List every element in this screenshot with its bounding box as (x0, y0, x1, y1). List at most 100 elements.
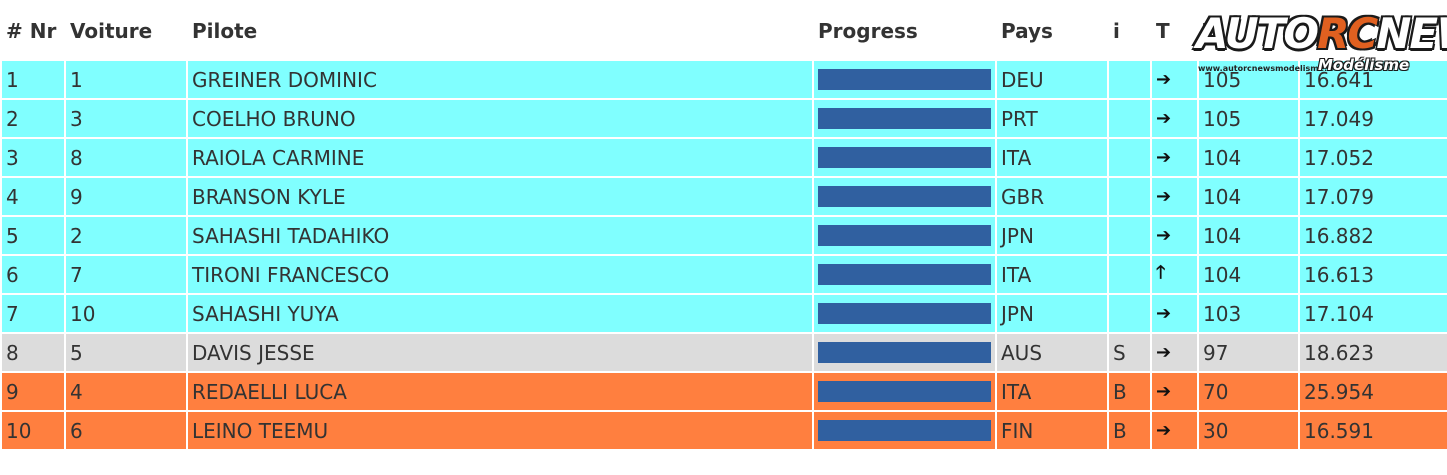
table-row[interactable]: 10 6 LEINO TEEMU FIN B ➔ 30 16.591 (0, 410, 1447, 451)
pilote-cell: RAIOLA CARMINE (186, 137, 814, 178)
table-row[interactable]: 2 3 COELHO BRUNO PRT ➔ 105 17.049 (0, 98, 1447, 139)
progress-bar (818, 342, 991, 363)
header-pilote[interactable]: Pilote (186, 0, 814, 61)
info-cell: B (1107, 371, 1152, 412)
progress-cell (812, 98, 997, 139)
info-cell (1107, 137, 1152, 178)
table-row[interactable]: 1 1 GREINER DOMINIC DEU ➔ 105 16.641 (0, 59, 1447, 100)
pilote-cell: GREINER DOMINIC (186, 59, 814, 100)
laps-cell: 105 (1197, 59, 1300, 100)
table-row[interactable]: 8 5 DAVIS JESSE AUS S ➔ 97 18.623 (0, 332, 1447, 373)
logo-auto: AUTO (1196, 9, 1319, 58)
laps-cell: 97 (1197, 332, 1300, 373)
progress-bar (818, 69, 991, 90)
position-cell: 4 (0, 176, 66, 217)
progress-bar (818, 225, 991, 246)
header-voiture[interactable]: Voiture (64, 0, 188, 61)
arrow-up-icon: 🡑 (1156, 261, 1166, 283)
pilote-cell: COELHO BRUNO (186, 98, 814, 139)
position-cell: 1 (0, 59, 66, 100)
progress-cell (812, 137, 997, 178)
time-cell: 18.623 (1298, 332, 1447, 373)
progress-bar-fill (818, 186, 991, 207)
pilote-cell: REDAELLI LUCA (186, 371, 814, 412)
logo-subtitle: Modélisme (1318, 56, 1410, 74)
laps-cell: 70 (1197, 371, 1300, 412)
progress-bar (818, 186, 991, 207)
table-row[interactable]: 3 8 RAIOLA CARMINE ITA ➔ 104 17.052 (0, 137, 1447, 178)
table-row[interactable]: 4 9 BRANSON KYLE GBR ➔ 104 17.079 (0, 176, 1447, 217)
logo-url: www.autorcnewsmodelisme.fr (1198, 64, 1335, 73)
trend-cell: ➔ (1150, 215, 1199, 256)
trend-cell: ➔ (1150, 371, 1199, 412)
info-cell (1107, 59, 1152, 100)
pilote-cell: SAHASHI YUYA (186, 293, 814, 334)
trend-cell: ➔ (1150, 293, 1199, 334)
info-cell (1107, 293, 1152, 334)
pilote-cell: DAVIS JESSE (186, 332, 814, 373)
arrow-right-icon: ➔ (1156, 342, 1172, 363)
pays-cell: ITA (995, 371, 1109, 412)
progress-cell (812, 176, 997, 217)
header-pos-nr[interactable]: # Nr (0, 0, 66, 61)
info-cell (1107, 98, 1152, 139)
time-cell: 17.104 (1298, 293, 1447, 334)
progress-bar (818, 108, 991, 129)
trend-cell: ➔ (1150, 59, 1199, 100)
header-info[interactable]: i (1107, 0, 1152, 61)
arrow-right-icon: ➔ (1156, 69, 1172, 90)
progress-bar-fill (818, 264, 991, 285)
table-row[interactable]: 5 2 SAHASHI TADAHIKO JPN ➔ 104 16.882 (0, 215, 1447, 256)
progress-bar-fill (818, 69, 991, 90)
laps-cell: 103 (1197, 293, 1300, 334)
pays-cell: ITA (995, 254, 1109, 295)
progress-cell (812, 293, 997, 334)
logo-wordmark: AUTORCNEWS (1196, 12, 1447, 56)
pays-cell: FIN (995, 410, 1109, 451)
table-row[interactable]: 9 4 REDAELLI LUCA ITA B ➔ 70 25.954 (0, 371, 1447, 412)
laps-cell: 104 (1197, 176, 1300, 217)
progress-bar (818, 147, 991, 168)
trend-cell: ➔ (1150, 98, 1199, 139)
header-time[interactable]: T (1298, 0, 1447, 61)
results-table: # Nr Voiture Pilote Progress Pays i T T … (0, 0, 1447, 451)
trend-cell: ➔ (1150, 176, 1199, 217)
time-cell: 17.052 (1298, 137, 1447, 178)
voiture-cell: 5 (64, 332, 188, 373)
header-trend[interactable]: T (1150, 0, 1199, 61)
progress-bar-fill (818, 147, 991, 168)
table-row[interactable]: 6 7 TIRONI FRANCESCO ITA 🡑 104 16.613 (0, 254, 1447, 295)
voiture-cell: 8 (64, 137, 188, 178)
arrow-right-icon: ➔ (1156, 225, 1172, 246)
time-cell: 16.591 (1298, 410, 1447, 451)
progress-bar-fill (818, 342, 991, 363)
pilote-cell: BRANSON KYLE (186, 176, 814, 217)
table-row[interactable]: 7 10 SAHASHI YUYA JPN ➔ 103 17.104 (0, 293, 1447, 334)
arrow-right-icon: ➔ (1156, 186, 1172, 207)
laps-cell: 104 (1197, 137, 1300, 178)
voiture-cell: 7 (64, 254, 188, 295)
header-laps[interactable]: T (1197, 0, 1300, 61)
info-cell: B (1107, 410, 1152, 451)
progress-bar (818, 420, 991, 441)
arrow-right-icon: ➔ (1156, 303, 1172, 324)
header-progress[interactable]: Progress (812, 0, 997, 61)
position-cell: 6 (0, 254, 66, 295)
time-cell: 16.641 (1298, 59, 1447, 100)
position-cell: 2 (0, 98, 66, 139)
arrow-right-icon: ➔ (1156, 381, 1172, 402)
header-pays[interactable]: Pays (995, 0, 1109, 61)
voiture-cell: 3 (64, 98, 188, 139)
progress-cell (812, 332, 997, 373)
info-cell (1107, 215, 1152, 256)
progress-bar-fill (818, 225, 991, 246)
voiture-cell: 2 (64, 215, 188, 256)
position-cell: 8 (0, 332, 66, 373)
progress-bar-fill (818, 381, 991, 402)
progress-bar (818, 303, 991, 324)
pilote-cell: LEINO TEEMU (186, 410, 814, 451)
voiture-cell: 1 (64, 59, 188, 100)
autorcnews-watermark-logo: AUTORCNEWS www.autorcnewsmodelisme.fr Mo… (1196, 10, 1447, 78)
progress-cell (812, 59, 997, 100)
trend-cell: ➔ (1150, 332, 1199, 373)
